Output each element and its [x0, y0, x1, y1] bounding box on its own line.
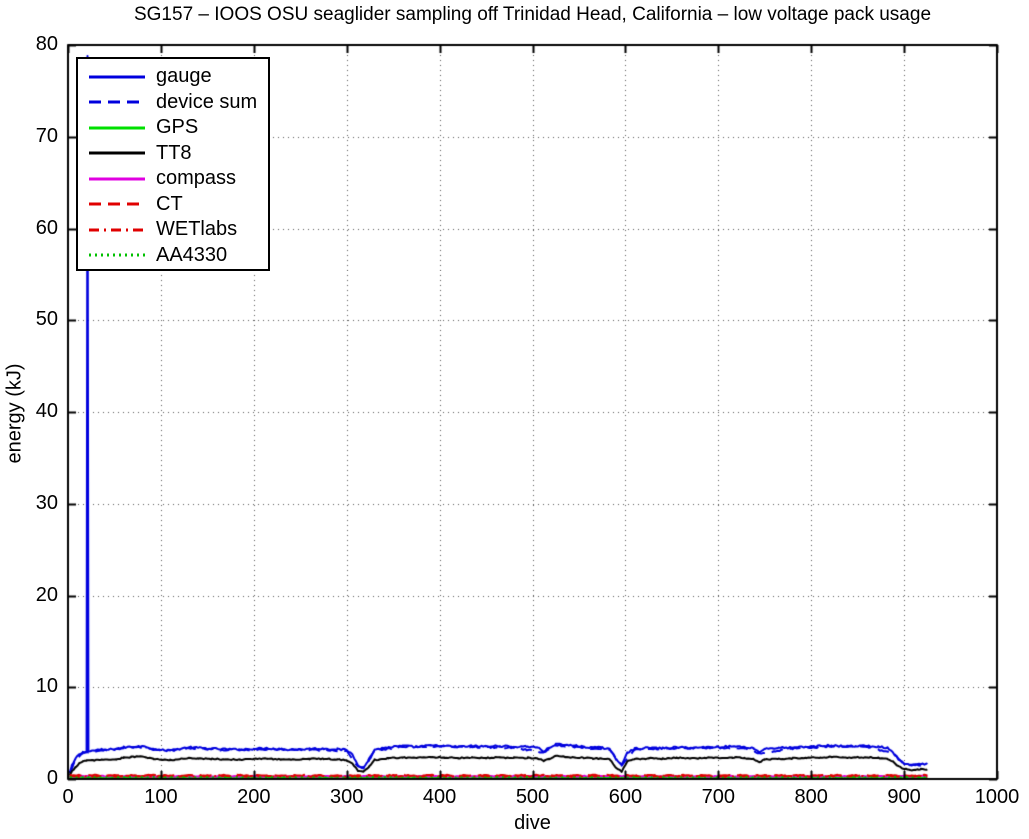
legend-line-sample — [89, 228, 145, 232]
y-tick-label: 0 — [46, 767, 58, 789]
legend-label: CT — [156, 192, 183, 215]
chart-title: SG157 – IOOS OSU seaglider sampling off … — [133, 4, 932, 25]
y-tick-label: 60 — [35, 216, 58, 239]
legend-label: WETlabs — [156, 218, 238, 241]
legend-line-sample — [89, 126, 145, 130]
legend-label: GPS — [156, 116, 199, 139]
x-tick-label: 0 — [62, 786, 74, 808]
x-tick-label: 300 — [330, 786, 364, 808]
legend-line-sample — [89, 253, 145, 257]
legend-label: TT8 — [156, 141, 192, 164]
legend-line-sample — [89, 75, 145, 79]
y-tick-label: 40 — [35, 400, 58, 422]
x-tick-label: 700 — [701, 786, 735, 808]
y-tick-label: 30 — [35, 491, 58, 514]
legend-line-sample — [89, 177, 145, 181]
x-tick-label: 1000 — [974, 786, 1020, 808]
legend-line-sample — [89, 151, 145, 155]
legend-entry-ct: CT — [78, 192, 268, 218]
y-tick-label: 10 — [35, 675, 58, 698]
legend-entry-compass: compass — [78, 166, 268, 192]
legend-box: gauge device sum GPS TT8 compass CT WETlabs AA4… — [76, 57, 270, 271]
y-tick-label: 70 — [35, 124, 58, 147]
legend-line-sample — [89, 100, 145, 104]
x-tick-label: 600 — [608, 786, 643, 808]
legend-entry-gauge: gauge — [78, 64, 268, 90]
legend-entry-tt8: TT8 — [78, 141, 268, 167]
legend-entry-device-sum: device sum — [78, 90, 268, 116]
legend-entry-wetlabs: WETlabs — [78, 217, 268, 243]
y-tick-label: 50 — [35, 308, 58, 331]
x-tick-label: 200 — [237, 786, 271, 808]
x-tick-label: 900 — [887, 786, 921, 808]
legend-label: gauge — [156, 65, 212, 88]
legend-label: compass — [156, 167, 237, 190]
legend-label: device sum — [156, 90, 258, 113]
legend-line-sample — [89, 202, 145, 206]
x-tick-label: 400 — [422, 786, 457, 808]
x-tick-label: 100 — [144, 786, 178, 808]
x-axis-label: dive — [514, 812, 551, 834]
legend-entry-gps: GPS — [78, 115, 268, 141]
x-tick-label: 800 — [794, 786, 828, 808]
legend-label: AA4330 — [156, 243, 228, 266]
y-tick-label: 20 — [35, 583, 58, 606]
legend-entry-aa4330: AA4330 — [78, 243, 268, 269]
x-tick-label: 500 — [515, 786, 550, 808]
y-tick-label: 80 — [35, 33, 58, 55]
